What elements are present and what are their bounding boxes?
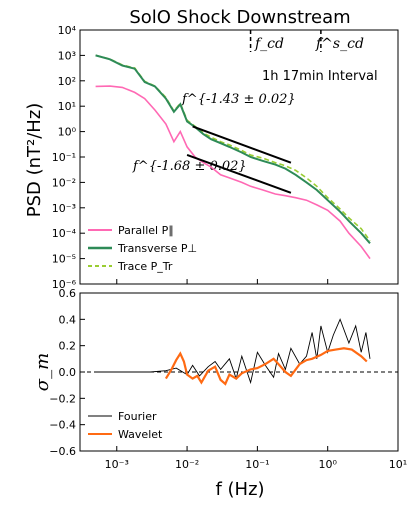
sigma-axis-ticks: 10⁻³ 10⁻² 10⁻¹ 10⁰ 10¹ −0.6 −0.4 −0.2 0.0 0.2 0.4 0… xyxy=(49,287,407,471)
psd-ytick-label: 10² xyxy=(58,75,76,88)
x-tick-label: 10⁰ xyxy=(318,458,337,471)
psd-ytick-label: 10⁻⁵ xyxy=(52,253,76,266)
psd-ytick-label: 10⁴ xyxy=(58,24,77,37)
x-tick-label: 10¹ xyxy=(389,458,407,471)
x-axis-label: f (Hz) xyxy=(215,479,264,500)
legend-label-parallel: Parallel P∥ xyxy=(118,224,174,237)
psd-axis-ticks: 10⁻⁶ 10⁻⁵ 10⁻⁴ 10⁻³ 10⁻² 10⁻¹ 10⁰ 10¹ 10² 10³ 10⁴ xyxy=(52,24,399,291)
fit-low-line xyxy=(186,154,292,194)
legend-label-transverse: Transverse P⊥ xyxy=(117,242,197,255)
sigma-ytick-label: 0.0 xyxy=(59,366,77,379)
legend-label-fourier: Fourier xyxy=(118,410,157,423)
psd-ytick-label: 10¹ xyxy=(58,100,76,113)
psd-ytick-label: 10⁻³ xyxy=(52,202,76,215)
psd-ytick-label: 10⁻⁴ xyxy=(52,227,77,240)
fcd-annotation: f_cd xyxy=(254,36,284,52)
fit-low-label: f^{-1.68 ± 0.02} xyxy=(132,159,247,174)
psd-legend: Parallel P∥ Transverse P⊥ Trace P_Tr xyxy=(88,224,197,273)
sigma-ytick-label: −0.2 xyxy=(49,392,76,405)
chart-title: SolO Shock Downstream xyxy=(129,7,350,28)
legend-label-trace: Trace P_Tr xyxy=(117,260,173,273)
sigma-legend: Fourier Wavelet xyxy=(88,410,163,441)
fscd-annotation: f^s_cd xyxy=(315,36,364,52)
fit-high-label: f^{-1.43 ± 0.02} xyxy=(181,92,296,107)
trace-series xyxy=(95,54,371,242)
sigma-ytick-label: 0.2 xyxy=(59,340,77,353)
psd-ytick-label: 10⁻⁶ xyxy=(52,278,77,291)
psd-ytick-label: 10³ xyxy=(58,49,76,62)
sigma-ytick-label: −0.6 xyxy=(49,445,76,458)
fourier-series xyxy=(95,318,371,385)
x-tick-label: 10⁻² xyxy=(175,458,199,471)
psd-plot-area xyxy=(95,30,371,260)
psd-ytick-label: 10⁰ xyxy=(58,126,77,139)
psd-ylabel: PSD (nT²/Hz) xyxy=(24,103,45,218)
sigma-ylabel: σ_m xyxy=(32,353,53,391)
x-tick-label: 10⁻³ xyxy=(105,458,129,471)
transverse-series xyxy=(95,54,371,244)
interval-annotation: 1h 17min Interval xyxy=(262,69,378,84)
psd-ytick-label: 10⁻² xyxy=(52,176,76,189)
x-tick-label: 10⁻¹ xyxy=(245,458,269,471)
sigma-ytick-label: 0.4 xyxy=(59,313,77,326)
wavelet-series xyxy=(164,347,368,386)
parallel-series xyxy=(95,85,371,260)
fit-high-line xyxy=(192,125,292,164)
psd-ytick-label: 10⁻¹ xyxy=(52,151,76,164)
sigma-ytick-label: 0.6 xyxy=(59,287,77,300)
sigma-ytick-label: −0.4 xyxy=(49,419,76,432)
sigma-plot-area xyxy=(80,318,398,386)
legend-label-wavelet: Wavelet xyxy=(118,428,163,441)
